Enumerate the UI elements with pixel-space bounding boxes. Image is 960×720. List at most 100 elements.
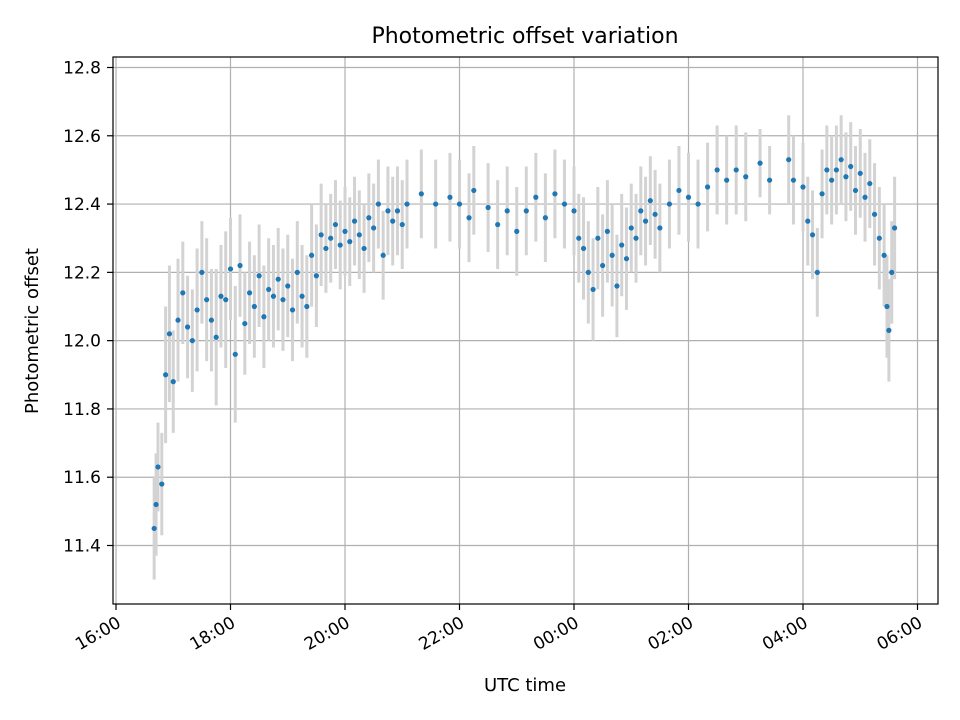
- y-tick-label: 11.6: [63, 468, 101, 488]
- data-point: [404, 201, 410, 207]
- data-point: [695, 201, 701, 207]
- data-point: [151, 525, 157, 532]
- data-point: [380, 252, 386, 258]
- data-point: [199, 269, 205, 275]
- data-point: [733, 167, 739, 173]
- data-point: [800, 184, 806, 190]
- data-point: [366, 215, 372, 221]
- x-tick-label: 02:00: [645, 613, 697, 655]
- data-point: [647, 198, 653, 204]
- data-point: [166, 331, 173, 337]
- data-point: [595, 235, 601, 241]
- data-point: [824, 167, 830, 173]
- y-tick-label: 11.8: [63, 400, 101, 420]
- data-point: [456, 201, 463, 207]
- data-point: [266, 286, 272, 293]
- data-point: [153, 501, 159, 508]
- data-point: [604, 228, 610, 234]
- y-tick-label: 12.0: [63, 332, 101, 352]
- y-tick-label: 12.6: [63, 127, 101, 147]
- data-point: [332, 221, 339, 228]
- data-point: [155, 464, 161, 470]
- y-axis-label: Photometric offset: [22, 248, 43, 414]
- data-point: [394, 208, 401, 214]
- data-point: [356, 232, 362, 238]
- data-point: [471, 187, 477, 194]
- data-point: [390, 218, 396, 224]
- data-point: [633, 235, 639, 241]
- data-point: [652, 211, 658, 217]
- data-point: [580, 245, 587, 252]
- data-point: [743, 174, 749, 180]
- data-point: [328, 235, 334, 241]
- data-point: [714, 167, 720, 173]
- x-ticks: 16:00 18:00 20:00 22:00 00:00 02:00 04:00 06:00: [72, 604, 926, 655]
- data-point: [299, 293, 305, 299]
- data-point: [814, 269, 820, 275]
- data-points: [151, 157, 898, 532]
- data-point: [871, 211, 878, 217]
- data-point: [523, 208, 529, 214]
- data-point: [666, 201, 673, 207]
- data-point: [342, 228, 348, 234]
- x-tick-label: 06:00: [874, 613, 926, 655]
- data-point: [184, 324, 191, 330]
- data-point: [309, 252, 315, 258]
- data-point: [232, 351, 238, 357]
- data-point: [189, 338, 195, 344]
- data-point: [833, 167, 839, 173]
- data-point: [724, 177, 730, 183]
- x-axis-label: UTC time: [484, 675, 566, 696]
- y-tick-label: 12.8: [63, 59, 101, 79]
- data-point: [242, 320, 248, 327]
- data-point: [418, 191, 424, 197]
- data-point: [289, 307, 296, 313]
- data-point: [628, 225, 634, 231]
- data-point: [256, 273, 262, 279]
- data-point: [218, 293, 224, 299]
- x-tick-label: 20:00: [301, 613, 353, 655]
- data-point: [433, 201, 439, 207]
- data-point: [466, 215, 472, 221]
- data-point: [619, 242, 625, 248]
- data-point: [542, 215, 548, 221]
- data-point: [889, 269, 895, 275]
- data-point: [852, 187, 859, 194]
- plot-frame: [112, 56, 939, 605]
- data-point: [323, 245, 329, 252]
- data-point: [786, 157, 792, 163]
- data-point: [533, 194, 539, 200]
- x-tick-label: 00:00: [530, 613, 582, 655]
- data-point: [318, 232, 324, 238]
- data-point: [571, 208, 577, 214]
- data-point: [514, 228, 520, 234]
- data-point: [576, 235, 582, 241]
- data-point: [208, 317, 215, 323]
- data-point: [375, 201, 381, 207]
- data-point: [876, 235, 882, 241]
- data-point: [857, 170, 863, 176]
- y-tick-label: 12.2: [63, 263, 101, 283]
- data-point: [819, 191, 825, 197]
- y-ticks: 11.4 11.6 11.8 12.0 12.2 12.4 12.6 12.8: [63, 59, 113, 557]
- data-point: [600, 262, 606, 269]
- data-point: [485, 204, 491, 211]
- data-point: [638, 208, 644, 214]
- data-point: [829, 177, 835, 183]
- data-point: [399, 221, 405, 228]
- errorbars: [152, 115, 897, 580]
- x-tick-label: 22:00: [416, 613, 468, 655]
- chart-title: Photometric offset variation: [371, 24, 678, 49]
- data-point: [261, 314, 267, 320]
- data-point: [371, 225, 377, 231]
- y-tick-label: 12.4: [63, 195, 101, 215]
- data-point: [337, 242, 343, 248]
- data-point: [251, 303, 257, 310]
- data-point: [676, 187, 682, 194]
- data-point: [685, 194, 692, 200]
- data-point: [447, 194, 453, 200]
- data-point: [843, 174, 849, 180]
- data-point: [757, 160, 763, 166]
- data-point: [892, 225, 898, 231]
- data-point: [175, 317, 181, 323]
